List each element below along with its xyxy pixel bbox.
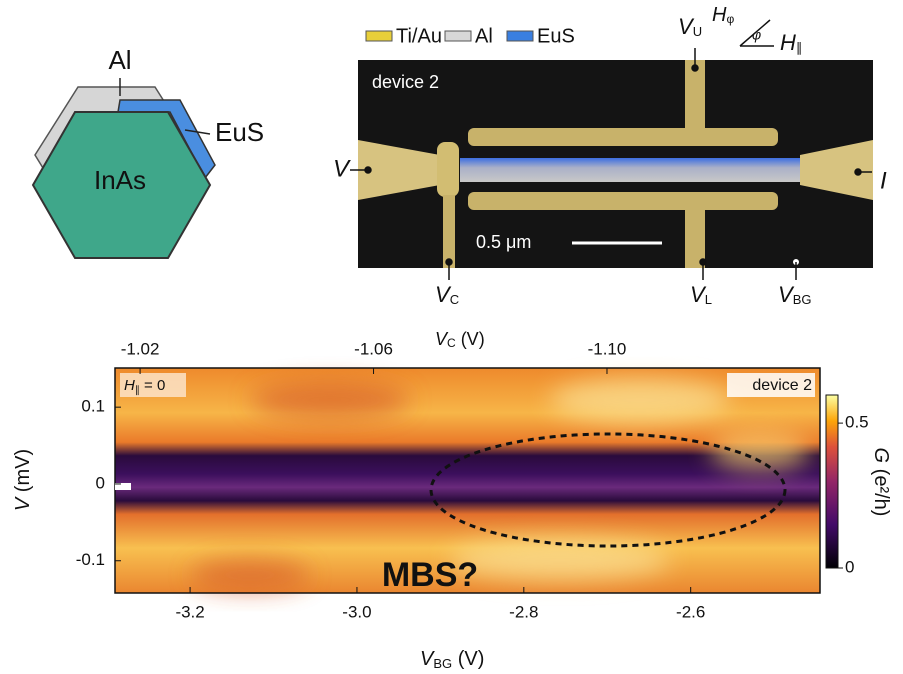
image-label: device 2 bbox=[372, 72, 439, 92]
colorbar bbox=[826, 395, 838, 568]
y-tick-label: 0 bbox=[96, 473, 105, 492]
label-unit: (mV) bbox=[12, 449, 34, 498]
label-sub: ∥ bbox=[796, 40, 803, 55]
label-sub: C bbox=[450, 292, 459, 307]
label-unit: (e²/h) bbox=[870, 463, 892, 516]
label-sub: φ bbox=[726, 12, 734, 26]
shell-label: Al bbox=[108, 45, 131, 75]
terminal-v: V bbox=[333, 155, 351, 182]
core-label: InAs bbox=[94, 165, 146, 195]
terminal-vu: VU bbox=[678, 14, 702, 40]
label-unit: (V) bbox=[452, 648, 484, 670]
terminal-vbg: VBG bbox=[778, 282, 811, 308]
field-angle: φ bbox=[752, 27, 761, 43]
nanowire-schematic: Al EuS InAs bbox=[33, 45, 264, 258]
y-axis-label: V (mV) bbox=[12, 449, 34, 511]
figure: Al EuS InAs device 2 0.5 μm Ti/Au Al EuS… bbox=[0, 0, 903, 674]
legend-entry: Ti/Au bbox=[396, 25, 442, 47]
legend-entry: Al bbox=[475, 25, 493, 47]
colorbar-tick-label: 0.5 bbox=[845, 413, 869, 432]
label-main: H bbox=[712, 4, 727, 26]
top-tick-label: -1.02 bbox=[121, 339, 160, 358]
device-image: device 2 0.5 μm bbox=[358, 60, 873, 268]
label-main: H bbox=[124, 377, 135, 394]
legend-entry: EuS bbox=[537, 25, 575, 47]
top-tick-label: -1.06 bbox=[354, 339, 393, 358]
top-axis-label: VC (V) bbox=[435, 329, 485, 350]
bottom-axis-label: VBG (V) bbox=[420, 648, 484, 671]
label-sub: L bbox=[705, 292, 712, 307]
x-tick-label: -2.6 bbox=[676, 602, 705, 621]
terminal-i: I bbox=[880, 167, 887, 194]
device-legend: Ti/Au Al EuS bbox=[366, 25, 575, 47]
scale-bar-label: 0.5 μm bbox=[476, 232, 531, 252]
label-sub: BG bbox=[433, 656, 452, 671]
field-phi: Hφ bbox=[712, 4, 734, 26]
label-sub: BG bbox=[793, 292, 812, 307]
plot-device-label: device 2 bbox=[752, 377, 812, 394]
terminal-vc: VC bbox=[435, 282, 459, 308]
x-tick-label: -3.0 bbox=[342, 602, 371, 621]
y-tick-label: -0.1 bbox=[76, 550, 105, 569]
label-sub: U bbox=[693, 24, 702, 39]
colorbar-label: G (e²/h) bbox=[870, 448, 892, 517]
annotation: MBS? bbox=[382, 556, 478, 594]
label-main: G bbox=[870, 448, 892, 464]
y-tick-label: 0.1 bbox=[81, 397, 105, 416]
x-tick-label: -2.8 bbox=[509, 602, 538, 621]
label-main: H bbox=[780, 30, 796, 55]
field-label: H∥ = 0 bbox=[124, 377, 165, 396]
label-unit: (V) bbox=[456, 329, 485, 349]
label-sub: C bbox=[447, 336, 456, 350]
field-parallel: H∥ bbox=[780, 30, 802, 56]
top-tick-label: -1.10 bbox=[588, 339, 627, 358]
label-rest: = 0 bbox=[140, 377, 165, 394]
terminal-vl: VL bbox=[690, 282, 712, 308]
ferro-label: EuS bbox=[215, 117, 264, 147]
x-tick-label: -3.2 bbox=[175, 602, 204, 621]
colorbar-tick-label: 0 bbox=[845, 557, 854, 576]
